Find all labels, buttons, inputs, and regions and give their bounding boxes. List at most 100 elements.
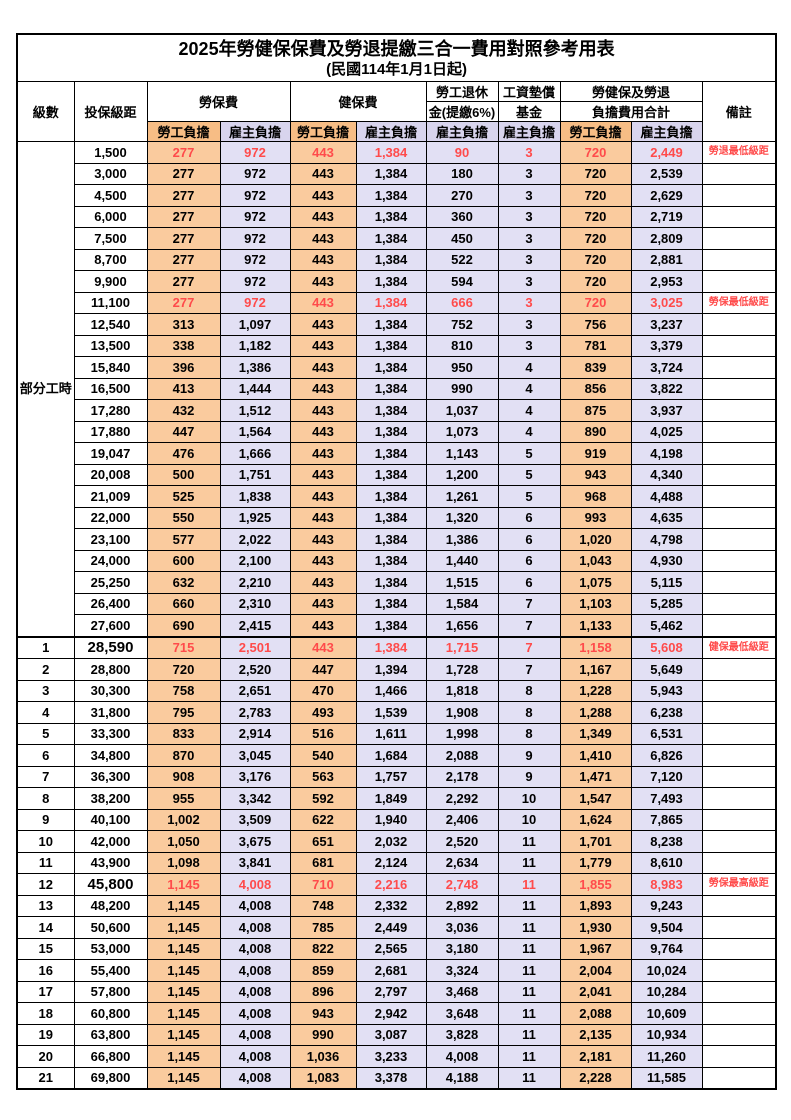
table-title-block: 2025年勞健保保費及勞退提繳三合一費用對照參考用表 (民國114年1月1日起) (16, 33, 777, 82)
value-cell: 1,384 (355, 592, 427, 615)
remark-cell (701, 334, 777, 357)
bracket-cell: 25,250 (73, 571, 148, 594)
table-row: 9,900 277 972 443 1,384 594 3 720 2,953 (17, 270, 777, 293)
table-row: 5 33,300 833 2,914 516 1,611 1,998 8 1,349 6,531 (16, 722, 777, 745)
value-cell: 2,449 (630, 141, 703, 164)
value-cell: 5,285 (630, 592, 703, 615)
remark-cell: 勞保最低級距 (701, 291, 777, 314)
remark-cell (701, 787, 777, 810)
value-cell: 1,145 (146, 894, 221, 917)
level-cell: 16 (16, 959, 75, 982)
value-cell: 1,779 (559, 851, 632, 874)
value-cell: 2,520 (219, 658, 291, 681)
value-cell: 3,176 (219, 765, 291, 788)
value-cell: 810 (425, 334, 499, 357)
value-cell: 443 (289, 356, 357, 379)
col-header-total-top: 勞健保及勞退 (559, 81, 703, 102)
remark-cell (701, 937, 777, 960)
value-cell: 8 (497, 722, 561, 745)
value-cell: 1,611 (355, 722, 427, 745)
value-cell: 8 (497, 679, 561, 702)
bracket-cell: 27,600 (73, 614, 148, 637)
value-cell: 10 (497, 787, 561, 810)
value-cell: 1,925 (219, 506, 291, 529)
value-cell: 3,233 (355, 1045, 427, 1068)
value-cell: 2,041 (559, 980, 632, 1003)
value-cell: 2,088 (559, 1002, 632, 1025)
value-cell: 90 (425, 141, 499, 164)
remark-cell (701, 506, 777, 529)
value-cell: 443 (289, 614, 357, 637)
value-cell: 2,292 (425, 787, 499, 810)
table-row: 2 28,800 720 2,520 447 1,394 1,728 7 1,167 5,649 (16, 658, 777, 681)
value-cell: 1,083 (289, 1066, 357, 1090)
table-row: 3 30,300 758 2,651 470 1,466 1,818 8 1,228 5,943 (16, 679, 777, 702)
value-cell: 443 (289, 205, 357, 228)
value-cell: 493 (289, 701, 357, 724)
level-cell: 4 (16, 701, 75, 724)
value-cell: 277 (146, 227, 221, 250)
value-cell: 3 (497, 162, 561, 185)
value-cell: 10,609 (630, 1002, 703, 1025)
value-cell: 443 (289, 463, 357, 486)
remark-cell (701, 744, 777, 767)
value-cell: 720 (559, 141, 632, 164)
value-cell: 1,349 (559, 722, 632, 745)
value-cell: 1,998 (425, 722, 499, 745)
value-cell: 10,934 (630, 1023, 703, 1046)
value-cell: 1,167 (559, 658, 632, 681)
value-cell: 1,715 (425, 635, 499, 659)
value-cell: 752 (425, 313, 499, 336)
bracket-cell: 9,900 (73, 270, 148, 293)
bracket-cell: 60,800 (73, 1002, 148, 1025)
value-cell: 594 (425, 270, 499, 293)
value-cell: 443 (289, 399, 357, 422)
value-cell: 443 (289, 420, 357, 443)
level-cell: 2 (16, 658, 75, 681)
value-cell: 7 (497, 592, 561, 615)
table-row: 19 63,800 1,145 4,008 990 3,087 3,828 11 2,135 10… (16, 1023, 777, 1046)
table-row: 13 48,200 1,145 4,008 748 2,332 2,892 11 1,893 9,… (16, 894, 777, 917)
value-cell: 8,610 (630, 851, 703, 874)
value-cell: 3 (497, 227, 561, 250)
value-cell: 1,020 (559, 528, 632, 551)
value-cell: 1,043 (559, 549, 632, 572)
remark-cell (701, 270, 777, 293)
value-cell: 1,145 (146, 916, 221, 939)
table-row: 7 36,300 908 3,176 563 1,757 2,178 9 1,471 7,120 (16, 765, 777, 788)
value-cell: 781 (559, 334, 632, 357)
value-cell: 1,384 (355, 248, 427, 271)
value-cell: 9,764 (630, 937, 703, 960)
remark-cell (701, 1066, 777, 1090)
value-cell: 1,384 (355, 571, 427, 594)
value-cell: 681 (289, 851, 357, 874)
bracket-cell: 17,280 (73, 399, 148, 422)
value-cell: 180 (425, 162, 499, 185)
value-cell: 1,050 (146, 830, 221, 853)
value-cell: 4,930 (630, 549, 703, 572)
table-row: 10 42,000 1,050 3,675 651 2,032 2,520 11 1,701 8,… (16, 830, 777, 853)
value-cell: 1,037 (425, 399, 499, 422)
value-cell: 3 (497, 248, 561, 271)
value-cell: 443 (289, 377, 357, 400)
value-cell: 2,022 (219, 528, 291, 551)
value-cell: 720 (559, 248, 632, 271)
value-cell: 7 (497, 658, 561, 681)
value-cell: 3,237 (630, 313, 703, 336)
value-cell: 2,228 (559, 1066, 632, 1090)
value-cell: 4,635 (630, 506, 703, 529)
value-cell: 3,036 (425, 916, 499, 939)
level-cell: 8 (16, 787, 75, 810)
value-cell: 9 (497, 765, 561, 788)
value-cell: 2,124 (355, 851, 427, 874)
value-cell: 2,004 (559, 959, 632, 982)
remark-cell (701, 830, 777, 853)
value-cell: 2,719 (630, 205, 703, 228)
value-cell: 443 (289, 592, 357, 615)
subheader-employee-share: 勞工負擔 (289, 121, 357, 142)
value-cell: 1,145 (146, 1066, 221, 1090)
value-cell: 11 (497, 1023, 561, 1046)
col-header-health-fee: 健保費 (289, 81, 427, 122)
value-cell: 859 (289, 959, 357, 982)
value-cell: 9,504 (630, 916, 703, 939)
